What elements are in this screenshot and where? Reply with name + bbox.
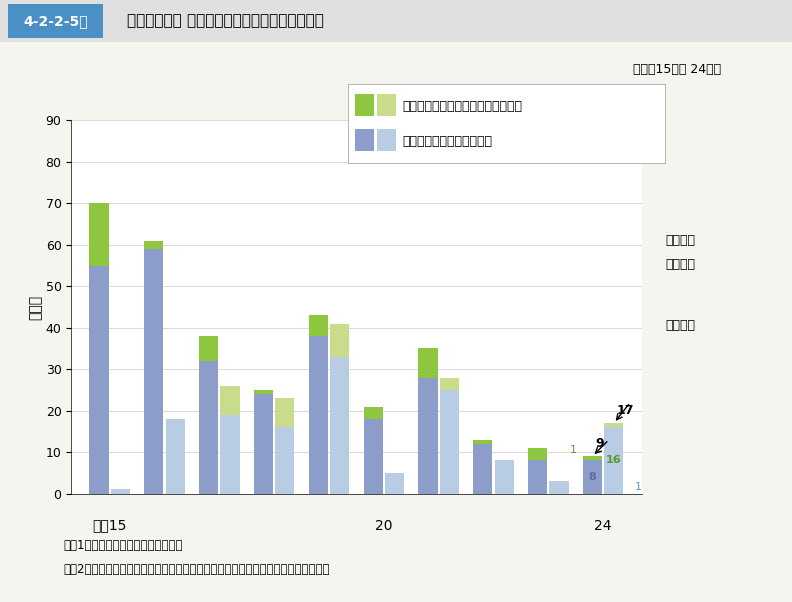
Text: 拳銃使用: 拳銃使用 xyxy=(665,318,695,332)
Text: その他の: その他の xyxy=(665,234,695,247)
Bar xyxy=(199,336,219,361)
Text: 9: 9 xyxy=(596,437,604,450)
Text: 銃器使用: 銃器使用 xyxy=(665,258,695,272)
Text: 1: 1 xyxy=(569,445,577,455)
Bar xyxy=(364,419,383,494)
Bar xyxy=(385,473,404,494)
Bar xyxy=(583,461,602,494)
Bar xyxy=(220,415,240,494)
Bar xyxy=(377,94,396,116)
Bar xyxy=(418,349,437,377)
Bar xyxy=(355,94,374,116)
Bar xyxy=(111,489,130,494)
Bar xyxy=(440,377,459,390)
Bar xyxy=(89,265,109,494)
Bar xyxy=(254,394,273,494)
Text: 平成15: 平成15 xyxy=(93,518,127,533)
Text: 暴力団構成員等の検挙事件: 暴力団構成員等の検挙事件 xyxy=(402,135,493,148)
Bar xyxy=(528,461,547,494)
Text: 24: 24 xyxy=(594,518,612,533)
Text: 16: 16 xyxy=(606,456,622,465)
Bar xyxy=(604,423,623,427)
Bar xyxy=(583,456,602,461)
Text: 1: 1 xyxy=(635,482,642,492)
Bar xyxy=(528,448,547,461)
Bar xyxy=(8,4,103,38)
Bar xyxy=(330,357,349,494)
Bar xyxy=(309,336,328,494)
Bar xyxy=(276,399,295,427)
Bar xyxy=(418,377,437,494)
Bar xyxy=(550,481,569,494)
Text: （平成15年〜 24年）: （平成15年〜 24年） xyxy=(633,63,721,76)
Bar xyxy=(494,461,514,494)
Bar xyxy=(377,129,396,150)
Text: 銃器使用犯罪 検挙件数の推移　（使用銃器別）: 銃器使用犯罪 検挙件数の推移 （使用銃器別） xyxy=(127,14,324,28)
Bar xyxy=(220,386,240,415)
Text: 2　「暴力団構成員等」は，暴力団構成員及び準構成員その他の周辺者をいう。: 2 「暴力団構成員等」は，暴力団構成員及び準構成員その他の周辺者をいう。 xyxy=(63,563,329,576)
Text: 20: 20 xyxy=(375,518,393,533)
Text: 4-2-2-5図: 4-2-2-5図 xyxy=(23,14,88,28)
Y-axis label: （件）: （件） xyxy=(29,294,43,320)
Bar xyxy=(309,315,328,336)
Text: 注　1　警察庁刑事局の資料による。: 注 1 警察庁刑事局の資料による。 xyxy=(63,539,183,552)
Bar xyxy=(254,390,273,394)
Bar xyxy=(604,427,623,494)
Bar xyxy=(276,427,295,494)
Bar xyxy=(330,324,349,357)
Bar xyxy=(440,390,459,494)
Bar xyxy=(144,241,163,249)
Bar xyxy=(364,406,383,419)
Bar xyxy=(89,203,109,265)
Bar xyxy=(355,129,374,150)
Text: 8: 8 xyxy=(588,472,596,482)
Bar xyxy=(199,361,219,494)
Bar xyxy=(473,439,493,444)
Bar xyxy=(144,249,163,494)
Text: 暴力団構成員等以外の者の検挙事件: 暴力団構成員等以外の者の検挙事件 xyxy=(402,100,523,113)
Bar xyxy=(166,419,185,494)
Bar xyxy=(473,444,493,494)
Text: 17: 17 xyxy=(617,404,634,417)
